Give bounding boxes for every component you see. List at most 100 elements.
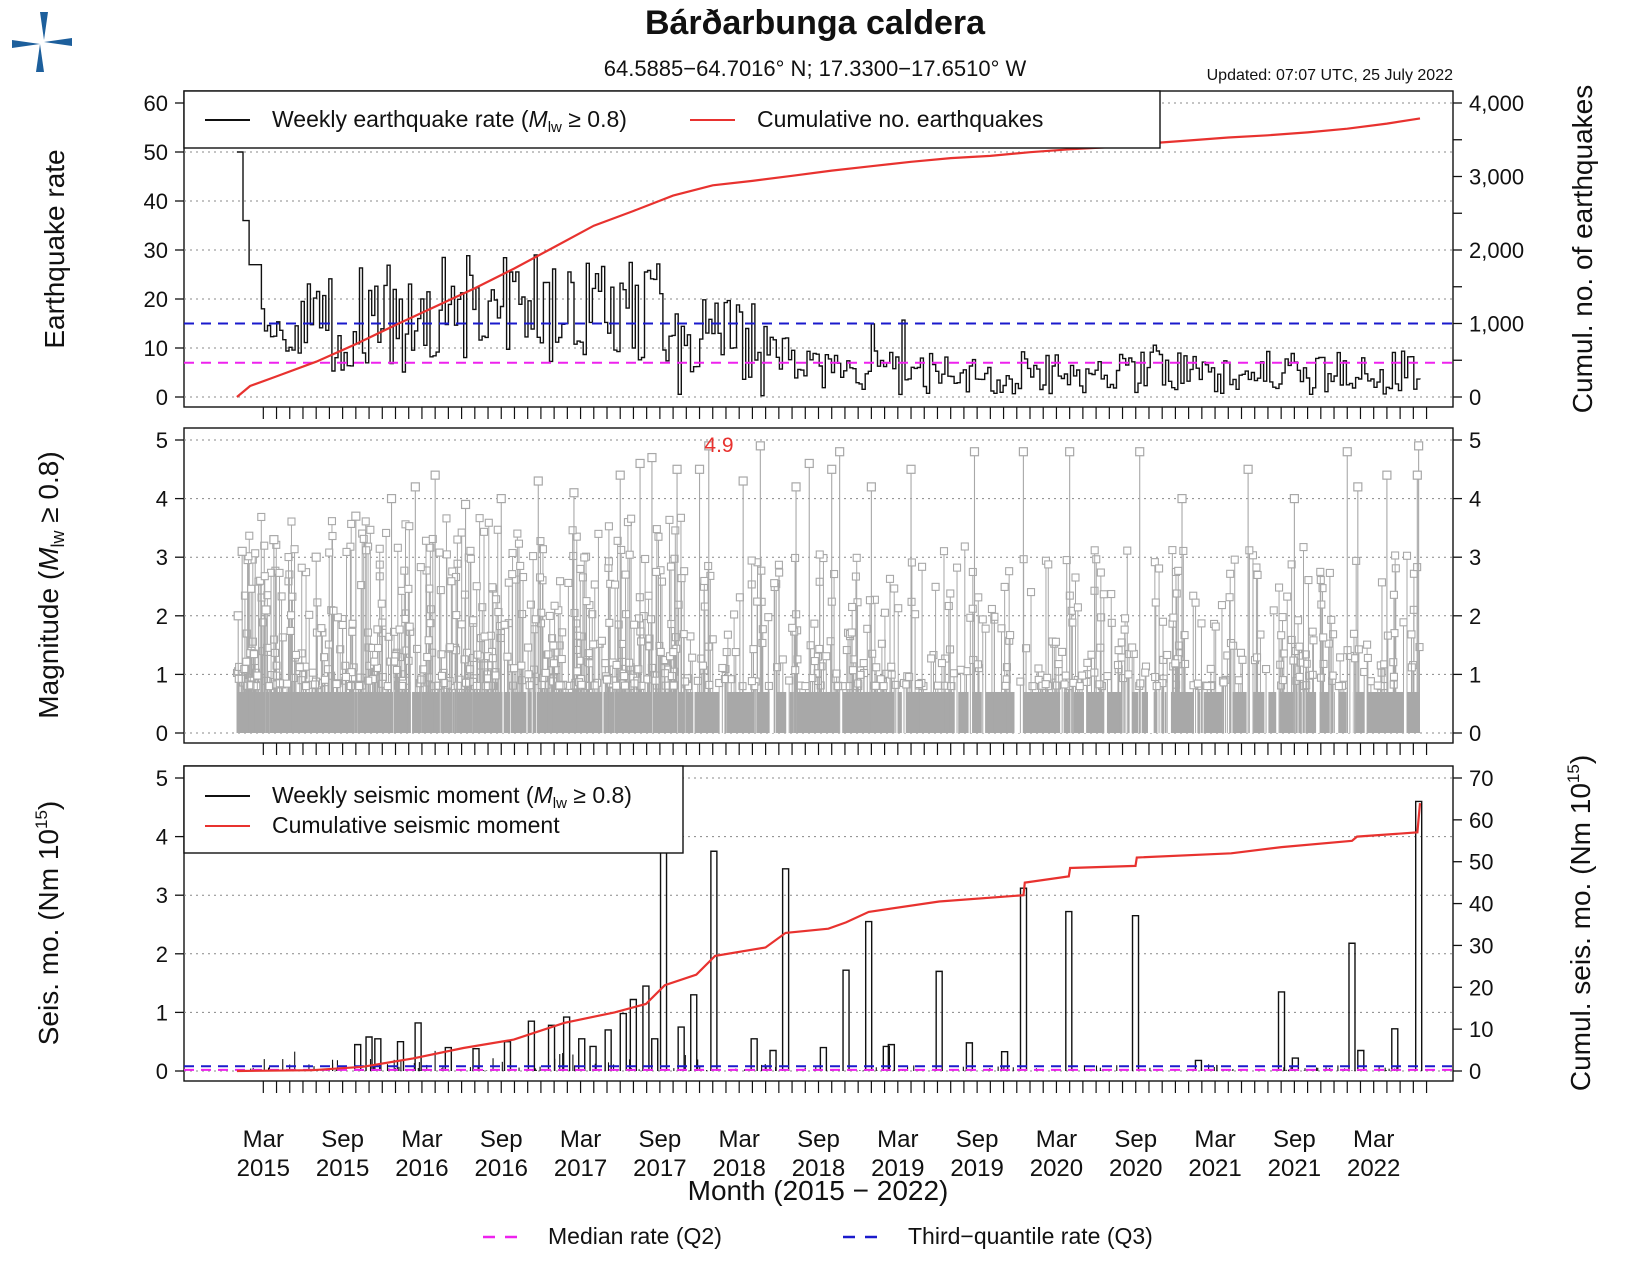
magnitude-point [835, 447, 845, 457]
weekly-moment-spike [1000, 1050, 1009, 1071]
magnitude-point [1065, 447, 1075, 457]
magnitude-point [987, 604, 996, 614]
magnitude-point [1191, 598, 1200, 607]
magnitude-point [442, 550, 451, 559]
magnitude-point [576, 564, 585, 573]
magnitude-point [1316, 567, 1325, 576]
mag-y-tick-label: 5 [156, 428, 168, 453]
magnitude-point [877, 639, 886, 648]
magnitude-gap [1124, 690, 1129, 733]
magnitude-point [328, 531, 337, 541]
magnitude-gap [1014, 690, 1018, 733]
magnitude-point [426, 543, 435, 552]
magnitude-point [320, 653, 329, 662]
magnitude-point [1324, 639, 1333, 648]
magnitude-point [758, 625, 767, 634]
magnitude-point [704, 561, 713, 571]
magnitude-point [313, 598, 322, 607]
magnitude-point [612, 681, 621, 690]
magnitude-point [764, 613, 773, 622]
magnitude-point [584, 649, 593, 658]
magnitude-point [997, 624, 1006, 633]
magnitude-gap [531, 690, 533, 733]
magnitude-point [604, 522, 613, 531]
magnitude-point [472, 582, 481, 591]
magnitude-point [1121, 614, 1130, 623]
magnitude-point [605, 618, 614, 627]
magnitude-point [1075, 682, 1084, 691]
magnitude-point [968, 567, 977, 577]
moment-y2-tick-label: 10 [1469, 1017, 1493, 1042]
magnitude-point [482, 674, 492, 683]
magnitude-gap [693, 690, 695, 733]
magnitude-point [810, 619, 819, 628]
magnitude-point [906, 464, 916, 474]
rate-y2-axis-title: Cumul. no. of earthquakes [1567, 85, 1598, 413]
magnitude-point [637, 637, 646, 646]
magnitude-point [848, 602, 857, 612]
weekly-moment-spike [354, 1043, 362, 1071]
magnitude-point [1203, 682, 1212, 691]
magnitude-point [297, 563, 306, 572]
magnitude-gap [719, 690, 723, 733]
magnitude-point [1253, 570, 1262, 579]
weekly-moment-spike [562, 1016, 571, 1071]
magnitude-point [531, 615, 540, 624]
magnitude-point [1349, 629, 1359, 638]
magnitude-point [952, 563, 962, 572]
magnitude-point [907, 558, 916, 567]
magnitude-point [1329, 630, 1338, 639]
magnitude-point [1283, 592, 1292, 601]
magnitude-point [1189, 591, 1198, 600]
magnitude-point [370, 657, 379, 666]
moment-y-tick-label: 3 [156, 883, 168, 908]
weekly-moment-spike [935, 970, 943, 1071]
magnitude-point [622, 610, 631, 619]
magnitude-point [260, 541, 269, 550]
magnitude-point [263, 591, 272, 600]
magnitude-point [589, 640, 598, 649]
magnitude-point [853, 598, 862, 607]
magnitude-point [453, 535, 462, 544]
magnitude-point [1377, 578, 1387, 587]
magnitude-point [1319, 633, 1328, 642]
magnitude-point [872, 663, 881, 672]
magnitude-point [1363, 653, 1372, 663]
magnitude-point [278, 633, 287, 642]
magnitude-point [578, 573, 587, 582]
magnitude-point [286, 626, 295, 636]
weekly-moment-spike [619, 1012, 627, 1071]
x-tick-label-year: 2015 [237, 1155, 290, 1182]
magnitude-point [341, 661, 350, 670]
magnitude-point [1391, 564, 1400, 573]
magnitude-point [1071, 573, 1080, 582]
magnitude-point [1217, 601, 1227, 610]
magnitude-point [308, 668, 317, 677]
moment-y-tick-label: 2 [156, 942, 168, 967]
magnitude-point [646, 615, 656, 624]
updated-timestamp: Updated: 07:07 UTC, 25 July 2022 [1207, 67, 1453, 84]
rate-y-axis-title: Earthquake rate [39, 149, 70, 348]
magnitude-point [1155, 564, 1164, 573]
magnitude-point [1363, 640, 1372, 649]
moment-y2-tick-label: 70 [1469, 766, 1493, 791]
magnitude-point [572, 667, 582, 676]
magnitude-point [1391, 551, 1400, 560]
magnitude-point [452, 572, 461, 582]
x-tick-label-month: Mar [1353, 1126, 1394, 1153]
magnitude-point [496, 494, 506, 504]
magnitude-point [348, 627, 357, 636]
magnitude-point [375, 544, 384, 553]
magnitude-point [747, 677, 756, 686]
magnitude-gap [769, 690, 774, 733]
magnitude-point [778, 655, 787, 664]
magnitude-gap [1297, 690, 1301, 733]
magnitude-point [1181, 659, 1190, 669]
magnitude-gap [981, 690, 986, 733]
magnitude-point [1096, 568, 1105, 577]
weekly-moment-spike [769, 1049, 777, 1071]
weekly-moment-spike [414, 1022, 422, 1071]
magnitude-point [1245, 546, 1254, 555]
weekly-moment-spike [642, 985, 650, 1071]
magnitude-point [541, 668, 550, 677]
